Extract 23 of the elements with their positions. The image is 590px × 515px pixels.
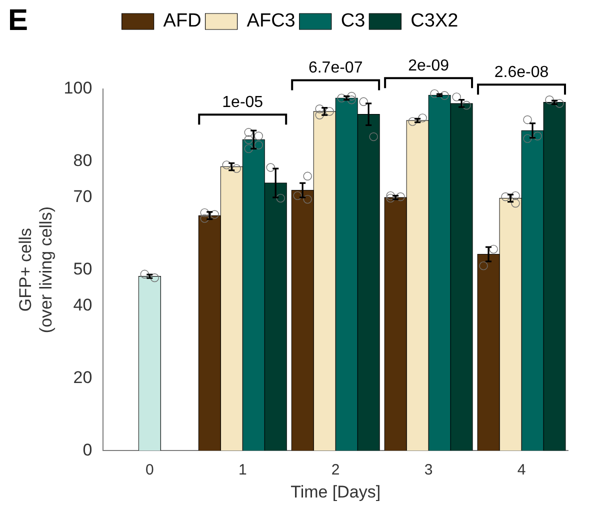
y-tick-label: 100 <box>64 78 92 98</box>
y-tick-label: 0 <box>82 440 92 460</box>
legend-label: C3 <box>340 10 366 32</box>
x-tick-label: 0 <box>145 462 154 479</box>
x-tick-label: 3 <box>424 462 433 479</box>
chart-title: E <box>8 4 28 38</box>
text: 6.7e-07 <box>308 60 363 77</box>
text: 2e-09 <box>408 57 450 74</box>
text: 2.6e-08 <box>494 64 549 81</box>
annotation: 1e-05 <box>222 94 264 111</box>
x-axis-title: Time [Days] <box>290 482 381 502</box>
legend-label: AFC3 <box>246 10 296 32</box>
x-tick-label: 2 <box>331 462 340 479</box>
y-tick-label: 40 <box>73 296 92 315</box>
y-tick-label: 20 <box>73 368 92 387</box>
x-tick-label: 1 <box>238 462 247 479</box>
legend-label: C3X2 <box>410 10 458 32</box>
x-tick-label: 4 <box>517 462 526 479</box>
y-tick-label: 70 <box>73 187 92 206</box>
legend-label: AFD <box>163 10 202 32</box>
y-axis-title: GFP+ cells (over living cells) <box>16 206 56 334</box>
y-tick-label: 80 <box>73 151 92 170</box>
y-tick-label: 50 <box>73 259 92 278</box>
